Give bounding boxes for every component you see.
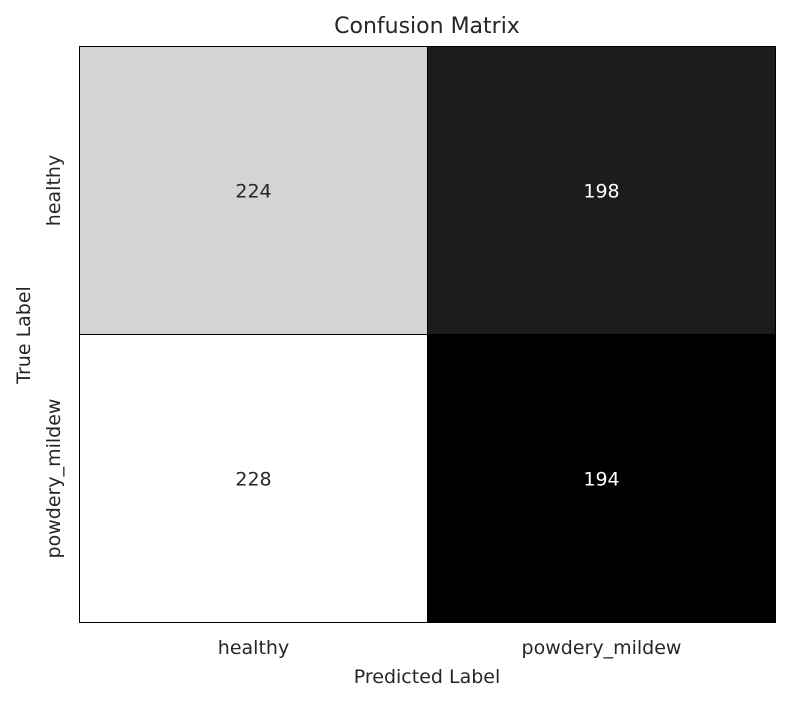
heatmap-cell-healthy-powdery_mildew — [427, 46, 776, 335]
y-tick-label-powdery_mildew: powdery_mildew — [43, 399, 65, 559]
x-tick-label-healthy: healthy — [218, 637, 289, 659]
heatmap-cells — [79, 46, 776, 623]
cell-value-labels: 224 198 228 194 — [235, 181, 619, 491]
y-tick-label-healthy: healthy — [43, 155, 65, 226]
plot-frame — [79, 46, 776, 623]
cell-value-powdery_mildew-powdery_mildew: 194 — [583, 469, 619, 491]
x-tick-label-powdery_mildew: powdery_mildew — [522, 637, 682, 659]
chart-title: Confusion Matrix — [334, 14, 520, 39]
heatmap-cell-powdery_mildew-powdery_mildew — [427, 334, 776, 623]
y-tick-labels: healthy powdery_mildew — [43, 155, 65, 559]
cell-value-healthy-powdery_mildew: 198 — [583, 181, 619, 203]
cell-value-powdery_mildew-healthy: 228 — [235, 469, 271, 491]
x-axis-label: Predicted Label — [354, 666, 501, 688]
heatmap-cell-powdery_mildew-healthy — [79, 334, 428, 623]
x-tick-labels: healthy powdery_mildew — [218, 637, 682, 659]
heatmap-cell-healthy-healthy — [79, 46, 428, 335]
cell-value-healthy-healthy: 224 — [235, 181, 271, 203]
y-axis-label: True Label — [13, 286, 35, 385]
